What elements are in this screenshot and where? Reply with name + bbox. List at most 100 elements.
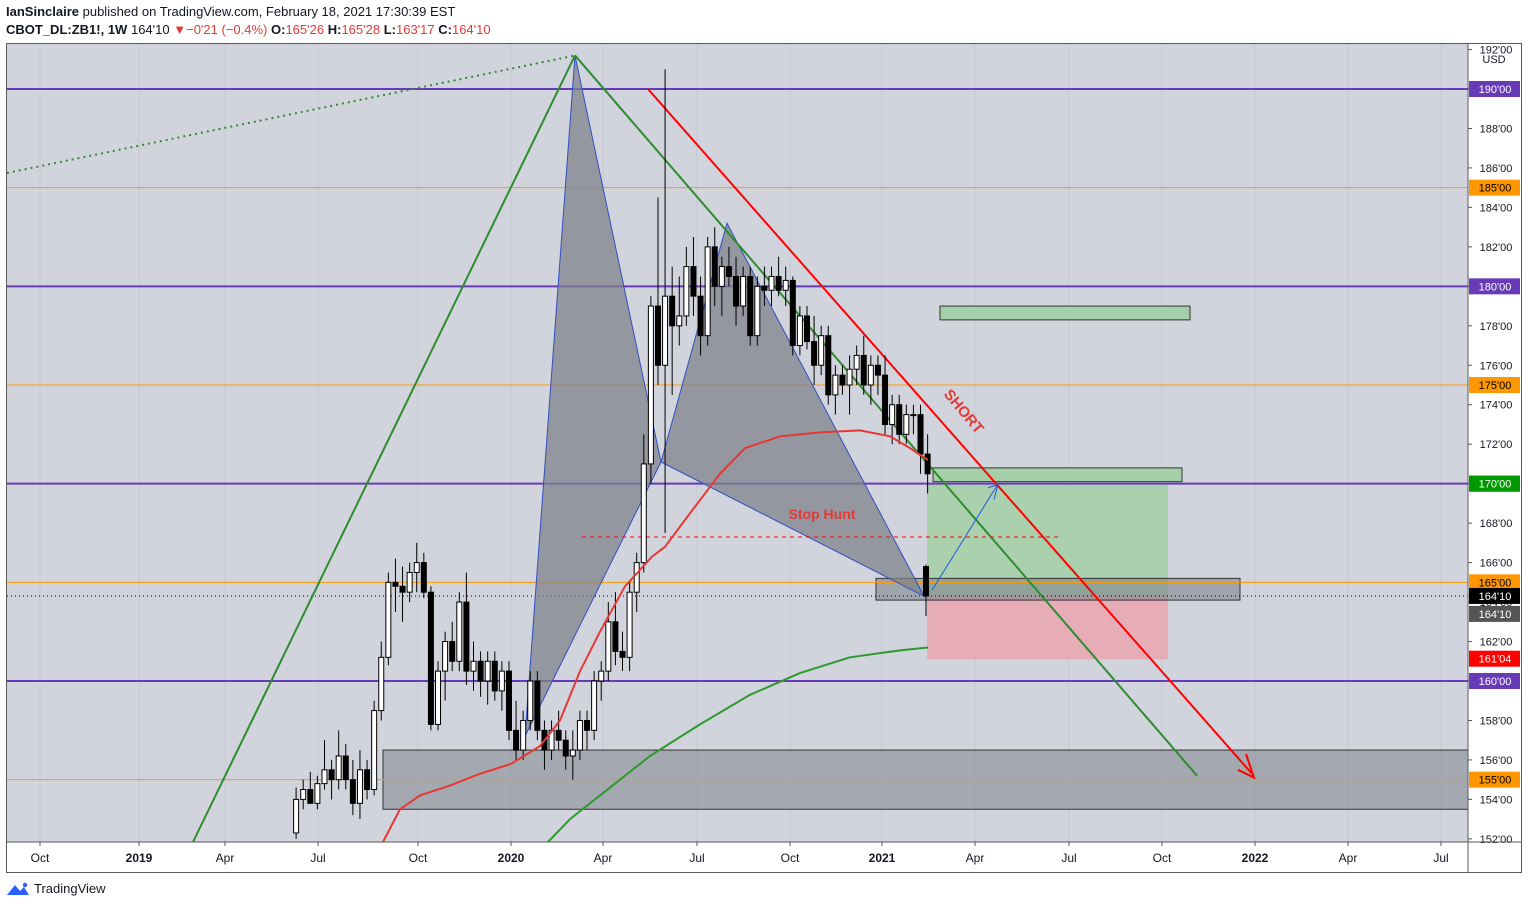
candle-down[interactable]: [725, 266, 732, 277]
candle-down[interactable]: [733, 275, 740, 307]
harmonic-pattern-bcd[interactable]: [660, 221, 926, 598]
candle-up[interactable]: [740, 275, 747, 307]
candle-up[interactable]: [598, 670, 605, 682]
candle-up[interactable]: [321, 769, 328, 785]
candle-down[interactable]: [924, 453, 931, 475]
candle-up[interactable]: [626, 591, 633, 658]
candle-down[interactable]: [427, 591, 434, 725]
candle-up[interactable]: [910, 414, 917, 417]
candle-down[interactable]: [534, 680, 541, 731]
candle-down[interactable]: [399, 585, 406, 593]
symbol-label[interactable]: CBOT_DL:ZB1!, 1W: [6, 22, 128, 37]
candle-down[interactable]: [364, 769, 371, 791]
author-name[interactable]: IanSinclaire: [6, 4, 79, 19]
candle-up[interactable]: [385, 581, 392, 658]
brand-name[interactable]: TradingView: [34, 881, 106, 896]
candle-down[interactable]: [711, 246, 718, 287]
candle-down[interactable]: [789, 279, 796, 347]
candle-up[interactable]: [796, 315, 803, 347]
candle-up[interactable]: [853, 354, 860, 370]
candle-down[interactable]: [874, 364, 881, 376]
candle-down[interactable]: [513, 729, 520, 751]
candle-up[interactable]: [470, 660, 477, 672]
candle-down[interactable]: [825, 335, 832, 396]
candle-up[interactable]: [435, 670, 442, 725]
candle-down[interactable]: [449, 641, 456, 662]
candle-up[interactable]: [867, 364, 874, 386]
candle-down[interactable]: [775, 275, 782, 291]
candle-up[interactable]: [754, 285, 761, 337]
candle-down[interactable]: [747, 275, 754, 337]
candle-down[interactable]: [505, 670, 512, 731]
candle-up[interactable]: [889, 404, 896, 425]
price-axis[interactable]: [1468, 44, 1521, 842]
candle-up[interactable]: [498, 670, 505, 692]
candle-up[interactable]: [768, 275, 775, 291]
candle-down[interactable]: [697, 295, 704, 337]
candle-down[interactable]: [328, 769, 335, 781]
candle-up[interactable]: [413, 562, 420, 573]
candle-down[interactable]: [612, 621, 619, 652]
candle-up[interactable]: [356, 769, 363, 804]
candle-down[interactable]: [669, 295, 676, 327]
candle-down[interactable]: [619, 650, 626, 658]
candle-down[interactable]: [860, 354, 867, 386]
candle-up[interactable]: [676, 315, 683, 327]
candle-down[interactable]: [477, 660, 484, 682]
candle-up[interactable]: [371, 710, 378, 791]
candle-up[interactable]: [782, 279, 789, 291]
stop-loss-zone[interactable]: [927, 596, 1168, 660]
candle-up[interactable]: [640, 463, 647, 564]
candle-up[interactable]: [527, 680, 534, 721]
harmonic-pattern-xab[interactable]: [524, 55, 662, 737]
candle-up[interactable]: [818, 335, 825, 366]
candle-down[interactable]: [555, 729, 562, 741]
candle-down[interactable]: [690, 266, 697, 297]
candle-up[interactable]: [832, 374, 839, 396]
green-trendline-up[interactable]: [192, 55, 576, 843]
candle-up[interactable]: [314, 783, 321, 804]
entry-zone-box[interactable]: [875, 577, 1241, 601]
candle-up[interactable]: [683, 266, 690, 317]
candle-down[interactable]: [839, 374, 846, 386]
candle-down[interactable]: [882, 374, 889, 425]
candle-up[interactable]: [293, 798, 300, 834]
candle-down[interactable]: [584, 719, 591, 731]
candle-up[interactable]: [718, 266, 725, 287]
profit-target-zone[interactable]: [927, 483, 1168, 597]
candle-down[interactable]: [562, 739, 569, 757]
candle-up[interactable]: [662, 295, 669, 366]
candle-up[interactable]: [569, 749, 576, 757]
resistance-box-lower[interactable]: [932, 467, 1183, 483]
candle-down[interactable]: [761, 285, 768, 291]
candle-down[interactable]: [420, 562, 427, 593]
candle-down[interactable]: [342, 755, 349, 781]
candle-up[interactable]: [300, 789, 307, 800]
candle-up[interactable]: [456, 601, 463, 662]
short-arrow-line[interactable]: [647, 88, 1253, 775]
candle-up[interactable]: [442, 641, 449, 672]
candle-up[interactable]: [378, 656, 385, 712]
candle-up[interactable]: [903, 414, 910, 435]
green-dotted-trendline[interactable]: [6, 54, 576, 174]
candle-down[interactable]: [803, 315, 810, 343]
candle-up[interactable]: [591, 680, 598, 731]
candle-up[interactable]: [576, 719, 583, 751]
candle-up[interactable]: [520, 719, 527, 751]
moving-average-red[interactable]: [382, 429, 929, 843]
candle-down[interactable]: [307, 789, 314, 804]
candle-up[interactable]: [846, 368, 853, 386]
tradingview-logo-icon[interactable]: [6, 882, 30, 896]
candle-up[interactable]: [647, 305, 654, 465]
candle-down[interactable]: [463, 601, 470, 672]
time-axis[interactable]: [7, 842, 1521, 872]
candle-down[interactable]: [491, 660, 498, 692]
moving-average-green[interactable]: [547, 646, 929, 843]
candle-up[interactable]: [406, 571, 413, 593]
candle-down[interactable]: [923, 566, 929, 597]
candle-down[interactable]: [349, 779, 356, 804]
candle-up[interactable]: [605, 621, 612, 672]
candle-down[interactable]: [654, 305, 661, 366]
candle-down[interactable]: [896, 404, 903, 435]
